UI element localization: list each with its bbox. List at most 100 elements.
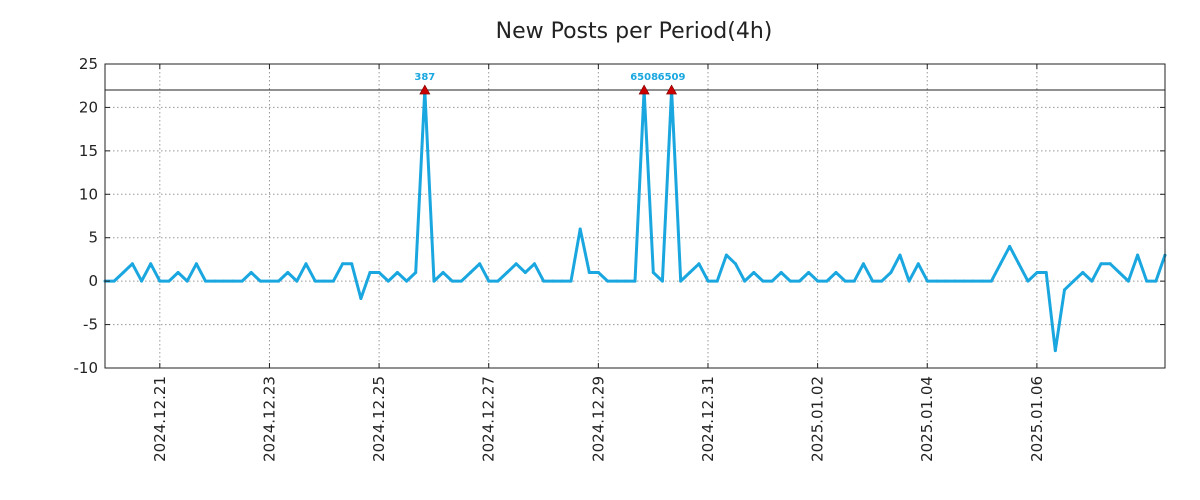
data-point bbox=[980, 279, 984, 283]
y-tick-label: 5 bbox=[88, 229, 98, 247]
data-point bbox=[532, 262, 536, 266]
data-point bbox=[1136, 253, 1140, 257]
x-tick-label: 2024.12.25 bbox=[370, 376, 388, 462]
data-point bbox=[158, 279, 162, 283]
series-line bbox=[105, 88, 1167, 353]
data-point bbox=[121, 270, 125, 274]
data-point bbox=[213, 279, 217, 283]
peak-marker bbox=[638, 84, 650, 95]
data-point bbox=[542, 279, 546, 283]
data-point bbox=[569, 279, 573, 283]
data-point bbox=[204, 279, 208, 283]
data-point bbox=[852, 279, 856, 283]
series-layer bbox=[103, 88, 1167, 353]
data-point bbox=[935, 279, 939, 283]
data-point bbox=[925, 279, 929, 283]
data-point bbox=[898, 253, 902, 257]
data-point bbox=[441, 270, 445, 274]
data-point bbox=[295, 279, 299, 283]
data-point bbox=[341, 262, 345, 266]
data-point bbox=[916, 262, 920, 266]
y-tick-label: 10 bbox=[79, 185, 98, 203]
data-point bbox=[112, 279, 116, 283]
chart-title: New Posts per Period(4h) bbox=[496, 19, 773, 44]
data-point bbox=[258, 279, 262, 283]
data-point bbox=[1145, 279, 1149, 283]
data-point bbox=[313, 279, 317, 283]
data-point bbox=[1062, 288, 1066, 292]
data-point bbox=[1081, 270, 1085, 274]
data-point bbox=[807, 270, 811, 274]
data-point bbox=[194, 262, 198, 266]
data-point bbox=[697, 262, 701, 266]
x-tick-label: 2024.12.29 bbox=[589, 376, 607, 462]
data-point bbox=[231, 279, 235, 283]
data-point bbox=[304, 262, 308, 266]
data-point bbox=[377, 270, 381, 274]
data-point bbox=[514, 262, 518, 266]
data-point bbox=[651, 270, 655, 274]
x-tick-label: 2025.01.02 bbox=[809, 376, 827, 462]
data-point bbox=[277, 279, 281, 283]
data-point bbox=[624, 279, 628, 283]
data-point bbox=[414, 270, 418, 274]
data-point bbox=[797, 279, 801, 283]
data-point bbox=[1154, 279, 1158, 283]
x-tick-label: 2025.01.06 bbox=[1028, 376, 1046, 462]
data-point bbox=[770, 279, 774, 283]
data-point bbox=[999, 262, 1003, 266]
data-point bbox=[386, 279, 390, 283]
data-point bbox=[551, 279, 555, 283]
peak-label: 387 bbox=[414, 72, 435, 83]
y-tick-label: 20 bbox=[79, 98, 98, 116]
data-point bbox=[880, 279, 884, 283]
data-point bbox=[679, 279, 683, 283]
data-point bbox=[405, 279, 409, 283]
data-point bbox=[724, 253, 728, 257]
data-point bbox=[953, 279, 957, 283]
peak-markers: 387 6508 6509 bbox=[414, 72, 686, 95]
y-axis-ticks: 25 20 15 10 5 0 -5 -10 bbox=[74, 55, 1165, 377]
data-point bbox=[834, 270, 838, 274]
x-axis-ticks: 2024.12.21 2024.12.23 2024.12.25 2024.12.27… bbox=[151, 64, 1046, 462]
data-point bbox=[1090, 279, 1094, 283]
y-tick-label: 25 bbox=[79, 55, 98, 73]
data-point bbox=[660, 279, 664, 283]
data-point bbox=[715, 279, 719, 283]
data-point bbox=[249, 270, 253, 274]
y-tick-label: -5 bbox=[83, 316, 98, 334]
data-point bbox=[1044, 270, 1048, 274]
data-point bbox=[734, 262, 738, 266]
plot-frame bbox=[104, 63, 1166, 369]
data-point bbox=[167, 279, 171, 283]
peak-label: 6509 bbox=[658, 72, 686, 83]
data-point bbox=[788, 279, 792, 283]
data-point bbox=[286, 270, 290, 274]
y-tick-label: 15 bbox=[79, 142, 98, 160]
data-point bbox=[322, 279, 326, 283]
data-point bbox=[989, 279, 993, 283]
data-point bbox=[560, 279, 564, 283]
data-point bbox=[615, 279, 619, 283]
data-point bbox=[816, 279, 820, 283]
data-point bbox=[359, 297, 363, 301]
data-point bbox=[962, 279, 966, 283]
data-point bbox=[871, 279, 875, 283]
data-point bbox=[395, 270, 399, 274]
data-point bbox=[752, 270, 756, 274]
peak-marker bbox=[666, 84, 678, 95]
data-point bbox=[487, 279, 491, 283]
data-point bbox=[1126, 279, 1130, 283]
data-point bbox=[432, 279, 436, 283]
x-tick-label: 2025.01.04 bbox=[918, 376, 936, 462]
data-point bbox=[587, 270, 591, 274]
data-point bbox=[907, 279, 911, 283]
data-point bbox=[633, 279, 637, 283]
data-point bbox=[1108, 262, 1112, 266]
y-tick-label: -10 bbox=[74, 359, 99, 377]
data-point bbox=[478, 262, 482, 266]
x-tick-label: 2024.12.21 bbox=[151, 376, 169, 462]
data-point bbox=[450, 279, 454, 283]
data-point bbox=[459, 279, 463, 283]
